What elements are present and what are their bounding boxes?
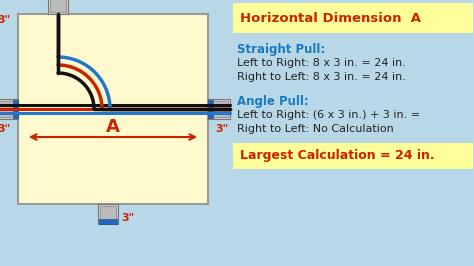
Bar xyxy=(48,0,68,14)
Text: Left to Right: (6 x 3 in.) + 3 in. =: Left to Right: (6 x 3 in.) + 3 in. = xyxy=(237,110,420,120)
Bar xyxy=(99,219,117,224)
Bar xyxy=(13,100,18,118)
Text: 3": 3" xyxy=(0,15,10,25)
Text: Right to Left: No Calculation: Right to Left: No Calculation xyxy=(237,124,394,134)
Bar xyxy=(0,99,18,119)
Bar xyxy=(208,99,230,119)
Text: Straight Pull:: Straight Pull: xyxy=(237,43,325,56)
Bar xyxy=(210,101,228,117)
Text: 3": 3" xyxy=(215,124,228,134)
Text: Angle Pull:: Angle Pull: xyxy=(237,95,309,108)
Text: Left to Right: 8 x 3 in. = 24 in.: Left to Right: 8 x 3 in. = 24 in. xyxy=(237,58,406,68)
Bar xyxy=(50,0,66,12)
Text: A: A xyxy=(106,118,120,136)
Text: Right to Left: 8 x 3 in. = 24 in.: Right to Left: 8 x 3 in. = 24 in. xyxy=(237,72,406,82)
Text: 3": 3" xyxy=(121,213,135,223)
Bar xyxy=(0,101,16,117)
FancyBboxPatch shape xyxy=(233,3,473,33)
Bar xyxy=(98,204,118,224)
Text: Largest Calculation = 24 in.: Largest Calculation = 24 in. xyxy=(240,149,435,163)
Text: 3": 3" xyxy=(0,124,10,134)
Bar xyxy=(208,100,213,118)
Text: Horizontal Dimension  A: Horizontal Dimension A xyxy=(240,11,421,24)
FancyBboxPatch shape xyxy=(233,143,473,169)
Bar xyxy=(100,206,116,222)
Bar xyxy=(18,14,208,204)
